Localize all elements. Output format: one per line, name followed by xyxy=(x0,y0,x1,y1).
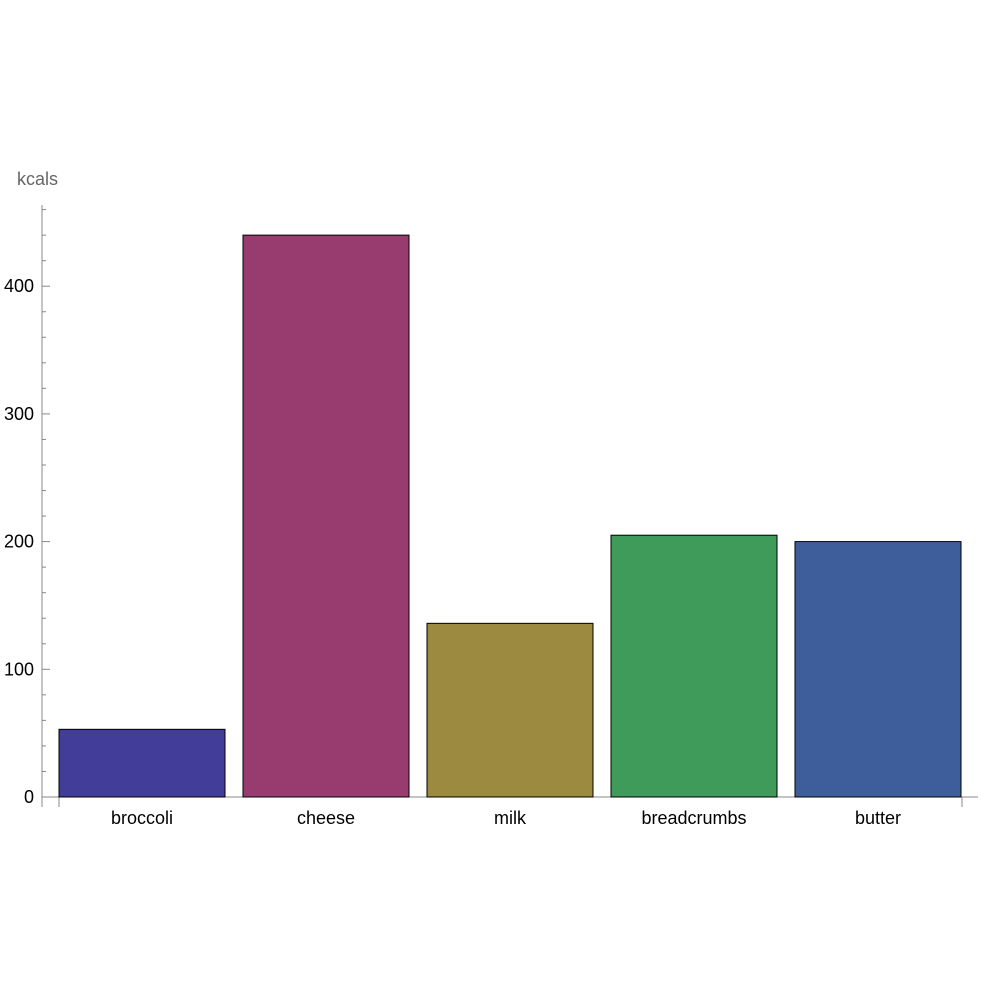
bar-cheese xyxy=(242,234,410,798)
y-tick-label: 200 xyxy=(4,532,34,552)
x-tick-label: broccoli xyxy=(111,808,173,828)
y-tick-label: 400 xyxy=(4,276,34,296)
x-tick-label: butter xyxy=(855,808,901,828)
bar-breadcrumbs xyxy=(610,534,778,798)
x-tick-label: cheese xyxy=(297,808,355,828)
y-axis-title: kcals xyxy=(17,169,58,189)
x-tick-label: breadcrumbs xyxy=(641,808,746,828)
y-tick-label: 300 xyxy=(4,404,34,424)
y-axis xyxy=(41,205,50,807)
bar-milk xyxy=(426,622,594,798)
y-tick-labels: 0 100 200 300 400 xyxy=(4,276,34,807)
y-tick-label: 0 xyxy=(24,787,34,807)
bar-broccoli xyxy=(58,728,226,798)
bar-butter xyxy=(794,541,962,798)
y-tick-label: 100 xyxy=(4,659,34,679)
bars xyxy=(58,234,962,798)
x-tick-label: milk xyxy=(494,808,527,828)
x-axis xyxy=(42,796,978,807)
x-tick-labels: broccoli cheese milk breadcrumbs butter xyxy=(111,808,901,828)
